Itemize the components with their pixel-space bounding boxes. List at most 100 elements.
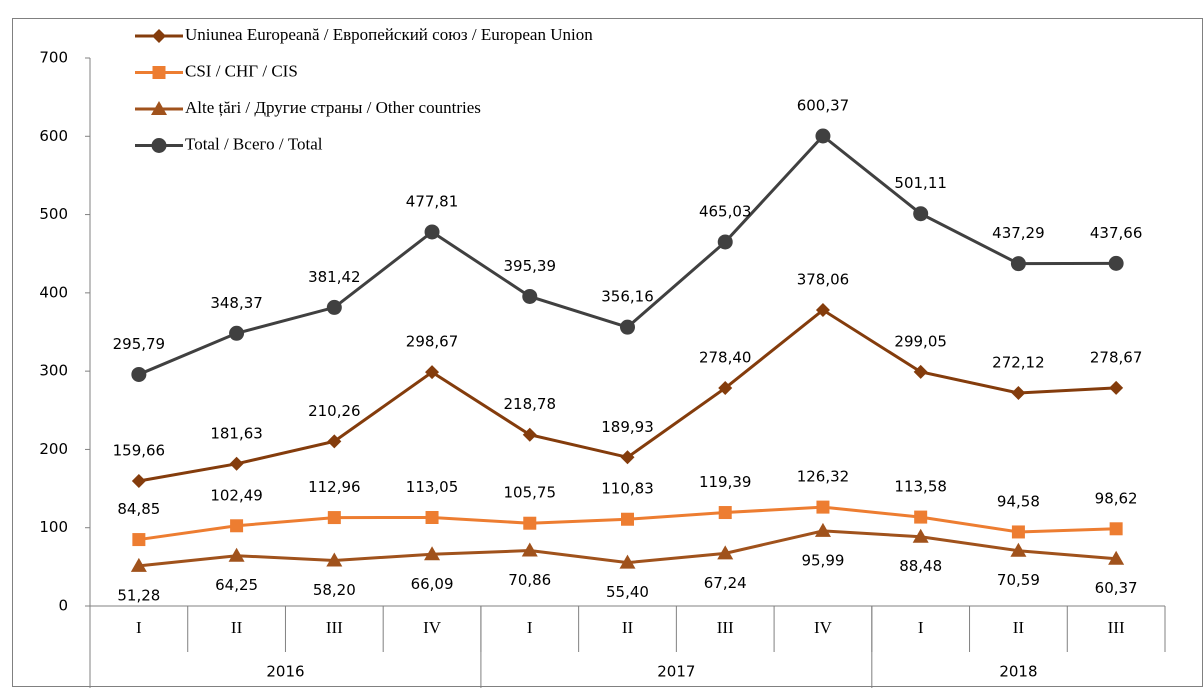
data-point	[814, 522, 831, 537]
data-label: 95,99	[801, 551, 844, 569]
data-label: 465,03	[699, 202, 752, 220]
data-label: 70,86	[508, 571, 551, 589]
data-point	[815, 303, 830, 318]
data-point	[130, 557, 147, 572]
legend-label: CSI / СНГ / CIS	[185, 61, 298, 80]
legend-marker	[151, 101, 167, 115]
data-label: 210,26	[308, 402, 361, 420]
legend-marker	[152, 29, 166, 43]
legend-label: Total / Всего / Total	[185, 134, 323, 153]
x-tick-label: III	[1108, 618, 1125, 637]
data-label: 64,25	[215, 576, 258, 594]
data-label: 381,42	[308, 268, 361, 286]
data-point	[718, 506, 732, 520]
data-label: 181,63	[210, 424, 263, 442]
data-label: 437,66	[1090, 224, 1143, 242]
data-point	[522, 427, 537, 442]
data-point	[326, 552, 343, 567]
data-label: 112,96	[308, 478, 361, 496]
data-point	[620, 450, 635, 465]
data-label: 501,11	[894, 174, 947, 192]
data-label: 348,37	[210, 294, 263, 312]
x-tick-label: III	[717, 618, 734, 637]
x-tick-label: I	[527, 618, 533, 637]
data-point	[718, 381, 733, 396]
data-point	[1010, 256, 1026, 272]
data-label: 272,12	[992, 353, 1045, 371]
data-point	[131, 366, 147, 382]
data-point	[1109, 522, 1123, 536]
data-label: 295,79	[113, 335, 166, 353]
data-point	[132, 533, 146, 547]
data-point	[228, 547, 245, 562]
data-point	[523, 516, 537, 530]
data-label: 378,06	[797, 271, 850, 289]
data-point	[327, 511, 341, 525]
group-label: 2017	[657, 663, 695, 681]
y-tick-label: 0	[58, 597, 68, 615]
data-point	[1108, 550, 1125, 565]
data-label: 67,24	[704, 574, 747, 592]
data-point	[1010, 542, 1027, 557]
group-label: 2018	[999, 663, 1037, 681]
data-point	[521, 542, 538, 557]
data-label: 356,16	[601, 288, 654, 306]
data-point	[815, 128, 831, 144]
data-label: 395,39	[504, 257, 557, 275]
data-point	[816, 500, 830, 514]
data-point	[230, 519, 244, 533]
data-point	[327, 434, 342, 449]
data-point	[326, 299, 342, 315]
data-point	[1109, 380, 1124, 395]
data-point	[914, 510, 928, 524]
data-label: 98,62	[1095, 489, 1138, 507]
data-point	[912, 528, 929, 543]
data-label: 66,09	[411, 575, 454, 593]
data-label: 113,58	[894, 478, 947, 496]
data-label: 278,40	[699, 349, 752, 367]
data-point	[425, 365, 440, 380]
data-label: 110,83	[601, 480, 654, 498]
data-label: 119,39	[699, 473, 752, 491]
data-point	[621, 512, 634, 526]
data-point	[425, 510, 439, 524]
data-label: 84,85	[117, 500, 160, 518]
x-tick-label: II	[622, 618, 634, 637]
data-label: 298,67	[406, 333, 459, 351]
data-label: 126,32	[797, 468, 850, 486]
data-label: 299,05	[894, 332, 947, 350]
y-tick-label: 500	[39, 205, 68, 223]
x-tick-label: I	[918, 618, 924, 637]
data-label: 600,37	[797, 96, 850, 114]
x-tick-label: IV	[423, 618, 442, 637]
data-label: 70,59	[997, 571, 1040, 589]
group-label: 2016	[266, 663, 304, 681]
data-point	[913, 364, 928, 379]
data-label: 113,05	[406, 478, 459, 496]
data-point	[1011, 385, 1026, 400]
data-label: 102,49	[210, 486, 263, 504]
data-point	[424, 224, 440, 240]
x-tick-label: II	[1013, 618, 1025, 637]
data-point	[522, 288, 538, 304]
data-point	[229, 325, 245, 341]
y-tick-label: 600	[39, 127, 68, 145]
y-tick-label: 400	[39, 283, 68, 301]
x-tick-label: IV	[814, 618, 833, 637]
data-point	[1011, 525, 1025, 539]
data-point	[131, 474, 146, 489]
data-point	[913, 206, 929, 222]
chart-frame	[12, 18, 1203, 687]
data-label: 189,93	[601, 418, 654, 436]
data-label: 218,78	[504, 395, 557, 413]
y-tick-label: 700	[39, 49, 68, 67]
data-label: 51,28	[117, 586, 160, 604]
legend-marker	[152, 66, 166, 79]
legend-label: Uniunea Europeană / Европейский союз / E…	[185, 25, 593, 44]
data-point	[620, 319, 635, 335]
data-label: 94,58	[997, 492, 1040, 510]
x-tick-label: II	[231, 618, 243, 637]
data-point	[229, 456, 244, 471]
data-label: 278,67	[1090, 348, 1143, 366]
